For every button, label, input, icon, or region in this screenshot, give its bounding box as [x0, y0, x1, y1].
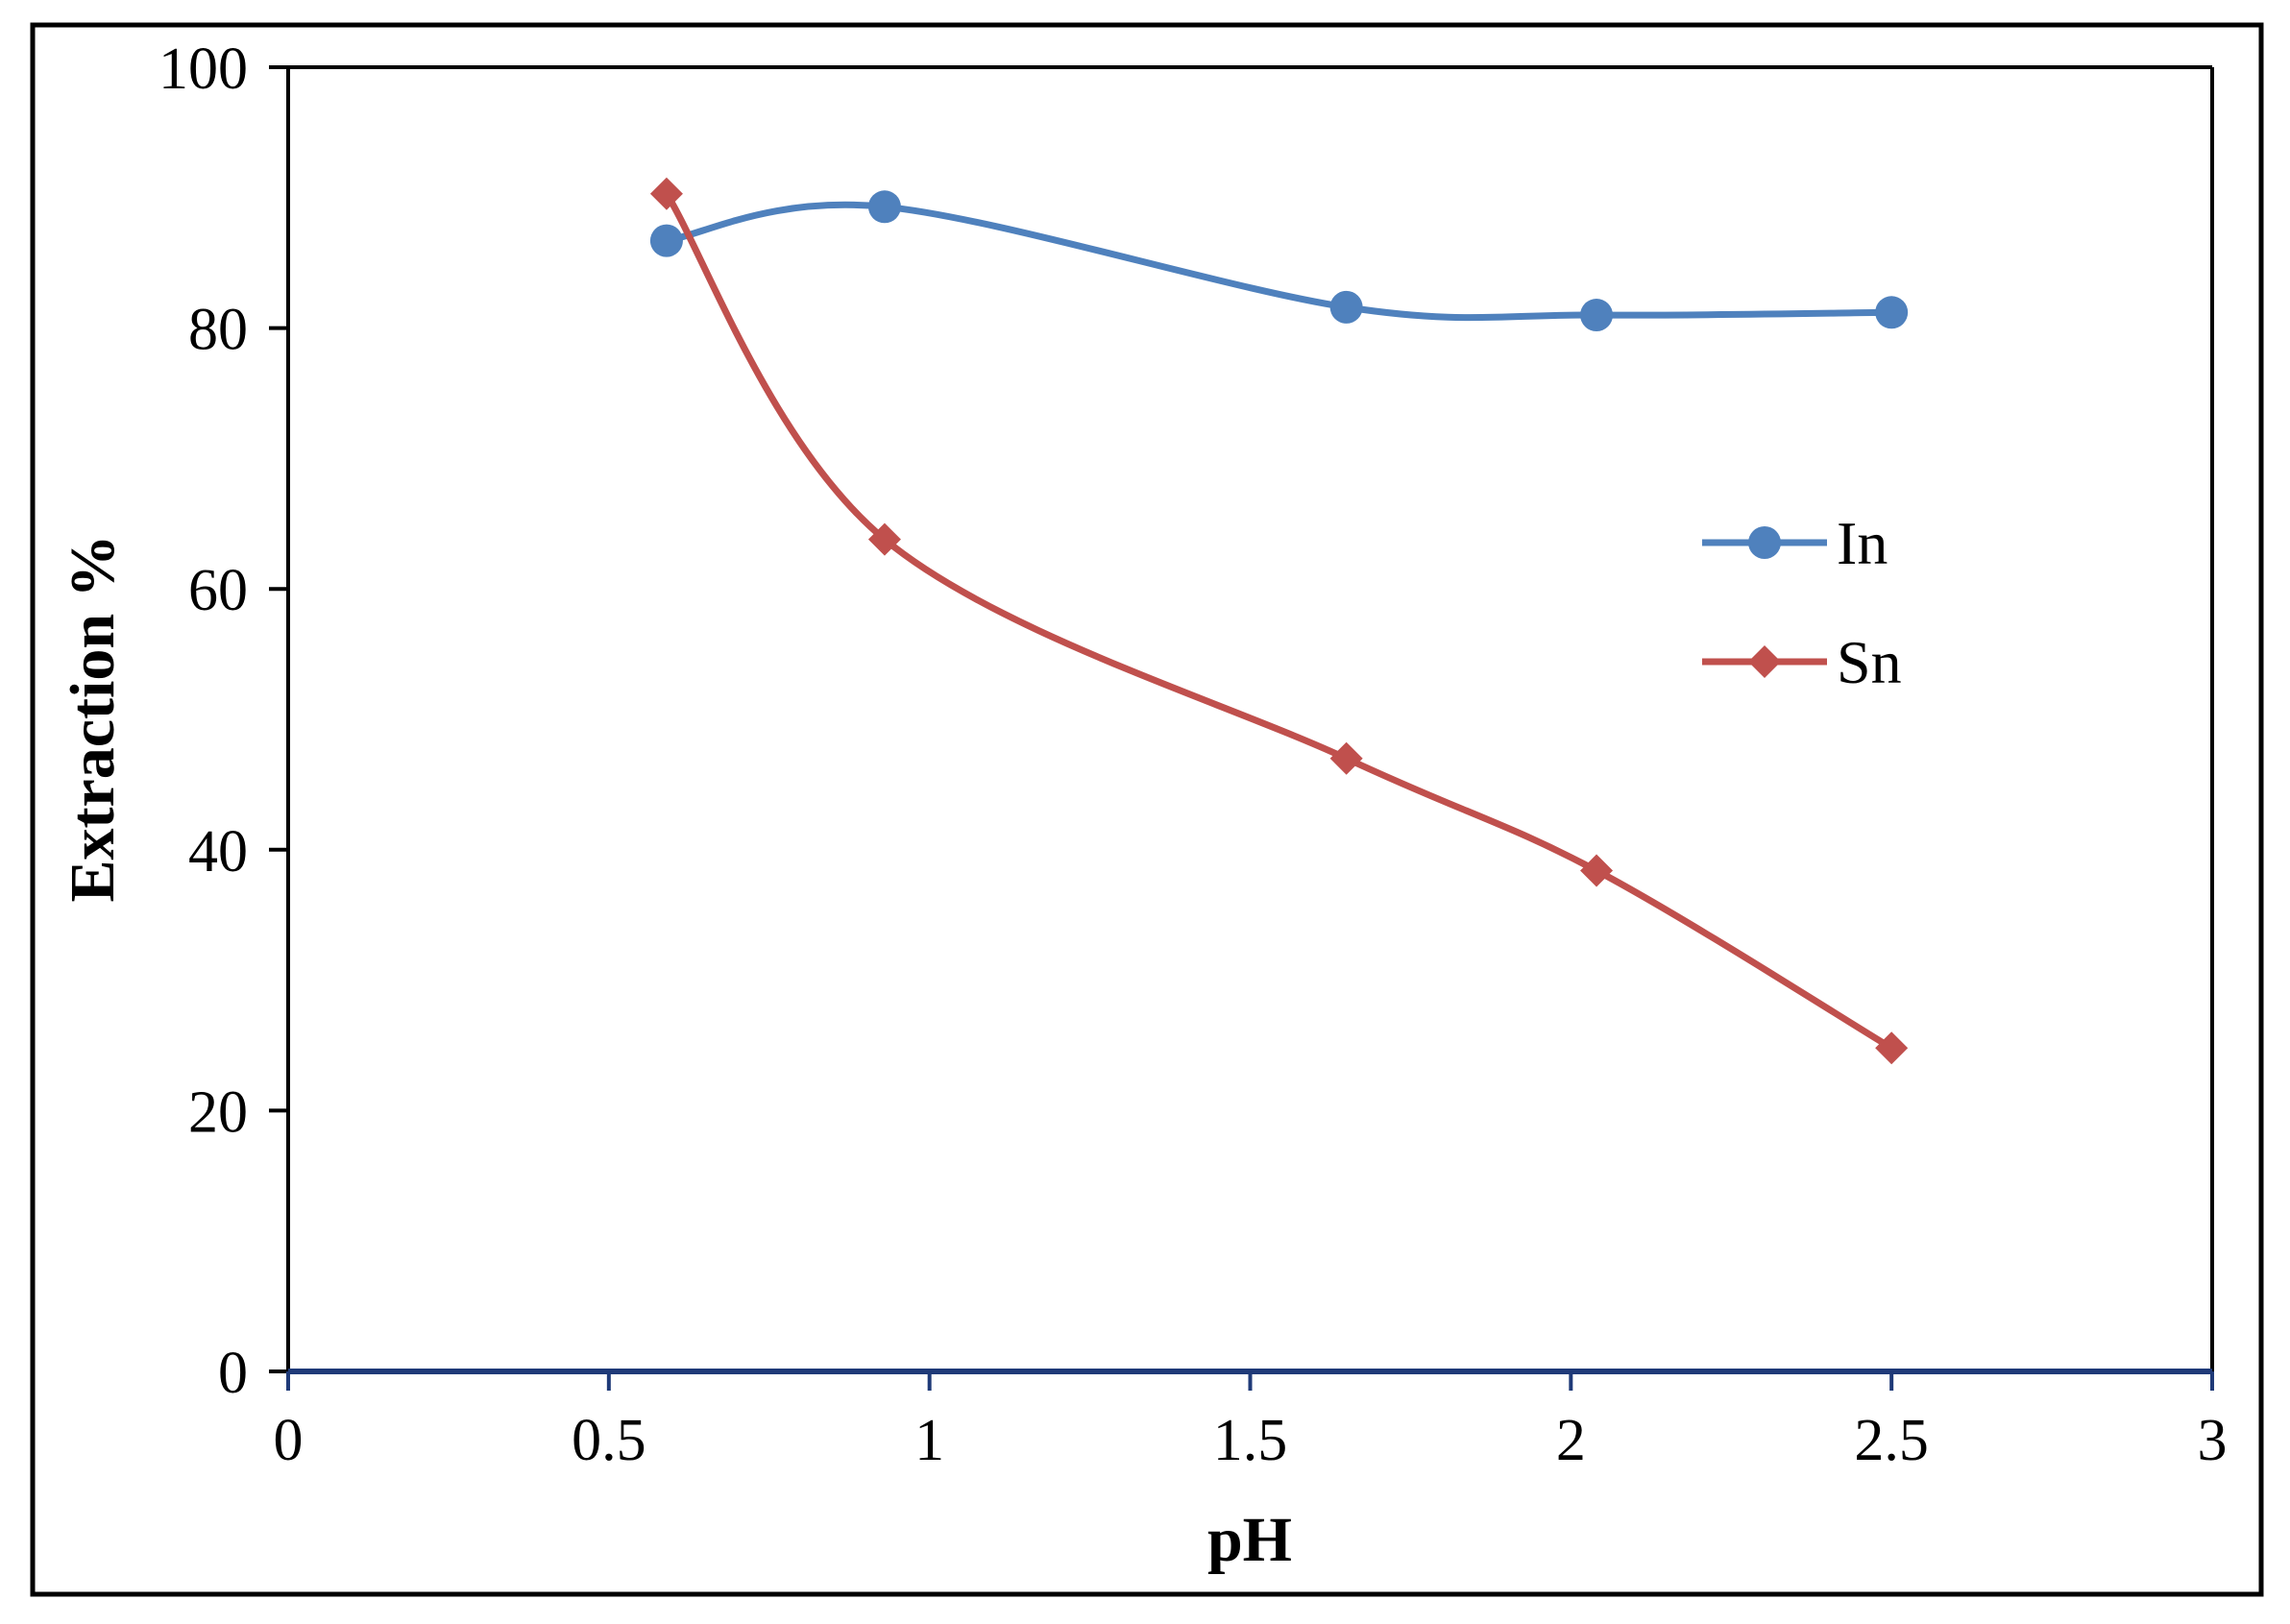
data-point-sn: [649, 177, 683, 210]
x-tick-label: 1.5: [1213, 1408, 1288, 1473]
x-tick-label: 1: [914, 1408, 944, 1473]
legend-label-in: In: [1837, 509, 1888, 577]
y-axis-title: Extraction %: [58, 534, 128, 902]
y-tick-label: 80: [188, 298, 248, 363]
legend: In Sn: [1702, 509, 1902, 696]
series-group: [649, 177, 1909, 1065]
legend-marker-in: [1748, 526, 1781, 559]
series-in: [649, 190, 1909, 332]
x-tick-label: 2.5: [1854, 1408, 1929, 1473]
series-line-sn: [663, 191, 1893, 1052]
y-tick-label: 0: [218, 1341, 248, 1406]
data-point-in: [867, 190, 901, 224]
x-tick-label: 2: [1556, 1408, 1586, 1473]
x-axis-title: pH: [1207, 1505, 1292, 1575]
data-point-in: [1329, 290, 1363, 324]
data-point-in: [1580, 299, 1614, 332]
y-tick-label: 20: [188, 1079, 248, 1145]
y-tick-label: 40: [188, 819, 248, 885]
y-tick-label: 100: [158, 36, 248, 102]
series-sn: [649, 177, 1909, 1065]
legend-marker-sn: [1748, 645, 1781, 678]
legend-item-sn: Sn: [1702, 628, 1902, 696]
x-tick-label: 3: [2198, 1408, 2228, 1473]
data-point-sn: [1329, 741, 1363, 775]
axis-ticks: 0 20 40 60 80 100 0 0.5 1 1.5 2 2.5 3: [158, 36, 2228, 1473]
data-point-sn: [867, 522, 901, 556]
data-point-in: [1875, 296, 1909, 329]
outer-border: [30, 22, 2264, 1597]
x-tick-label: 0.5: [572, 1408, 646, 1473]
y-tick-label: 60: [188, 558, 248, 623]
data-point-sn: [1580, 854, 1614, 887]
legend-label-sn: Sn: [1837, 628, 1902, 696]
data-point-in: [649, 224, 683, 257]
x-tick-label: 0: [274, 1408, 304, 1473]
legend-item-in: In: [1702, 509, 1888, 577]
data-point-sn: [1875, 1031, 1909, 1065]
